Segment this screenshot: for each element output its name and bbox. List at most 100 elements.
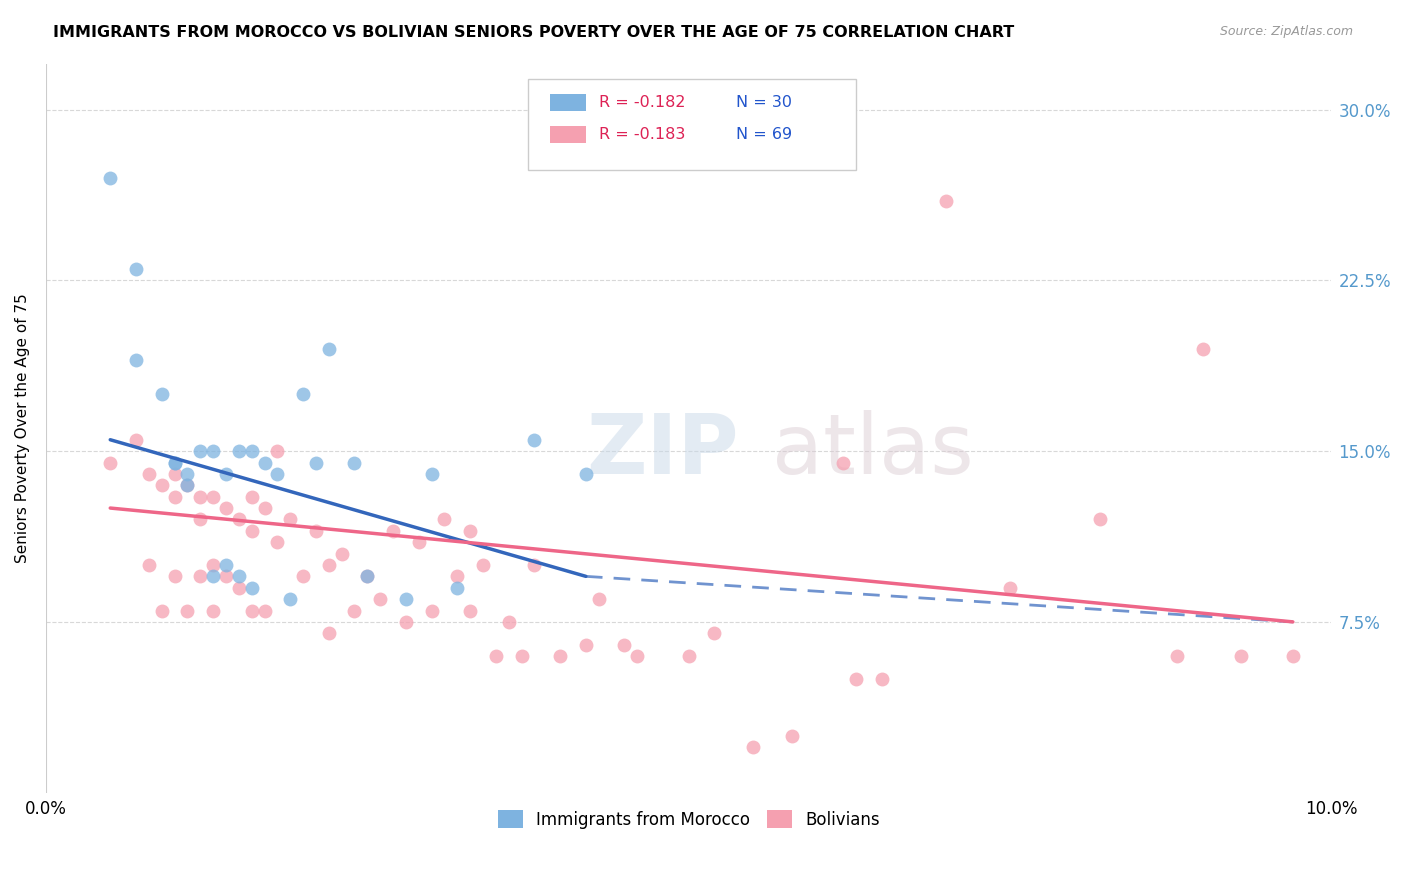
Point	[163, 490, 186, 504]
Point	[420, 467, 443, 481]
Point	[343, 456, 366, 470]
Point	[150, 603, 173, 617]
Point	[125, 353, 148, 368]
Point	[588, 592, 610, 607]
Point	[215, 569, 238, 583]
Point	[228, 581, 250, 595]
Point	[163, 456, 186, 470]
Text: R = -0.183: R = -0.183	[599, 128, 685, 142]
Point	[202, 558, 225, 572]
Point	[678, 648, 700, 663]
Point	[446, 569, 468, 583]
Point	[368, 592, 391, 607]
Point	[266, 444, 288, 458]
Point	[613, 638, 636, 652]
Point	[202, 603, 225, 617]
Point	[188, 512, 211, 526]
Point	[228, 444, 250, 458]
Point	[548, 648, 571, 663]
Point	[98, 170, 121, 185]
Point	[433, 512, 456, 526]
Point	[292, 387, 315, 401]
Point	[150, 387, 173, 401]
Point	[278, 592, 301, 607]
Point	[626, 648, 648, 663]
Point	[1192, 342, 1215, 356]
Point	[458, 524, 481, 538]
Point	[408, 535, 430, 549]
Point	[1166, 648, 1188, 663]
Point	[832, 456, 855, 470]
Point	[215, 467, 238, 481]
Point	[935, 194, 957, 208]
Point	[253, 456, 276, 470]
Point	[176, 478, 198, 492]
Point	[202, 569, 225, 583]
Point	[472, 558, 495, 572]
Point	[485, 648, 508, 663]
Point	[420, 603, 443, 617]
Point	[266, 467, 288, 481]
Point	[703, 626, 725, 640]
Text: atlas: atlas	[772, 409, 974, 491]
Point	[458, 603, 481, 617]
Point	[188, 490, 211, 504]
Point	[215, 501, 238, 516]
Point	[510, 648, 533, 663]
Point	[202, 444, 225, 458]
Point	[188, 444, 211, 458]
Point	[1230, 648, 1253, 663]
Point	[240, 490, 263, 504]
Point	[292, 569, 315, 583]
Text: IMMIGRANTS FROM MOROCCO VS BOLIVIAN SENIORS POVERTY OVER THE AGE OF 75 CORRELATI: IMMIGRANTS FROM MOROCCO VS BOLIVIAN SENI…	[53, 25, 1015, 40]
Point	[163, 569, 186, 583]
Point	[356, 569, 378, 583]
Text: N = 30: N = 30	[737, 95, 792, 111]
Point	[138, 467, 160, 481]
Point	[253, 501, 276, 516]
Point	[188, 569, 211, 583]
Y-axis label: Seniors Poverty Over the Age of 75: Seniors Poverty Over the Age of 75	[15, 293, 30, 563]
Point	[305, 456, 328, 470]
Point	[215, 558, 238, 572]
Point	[1088, 512, 1111, 526]
Point	[138, 558, 160, 572]
Point	[845, 672, 868, 686]
Text: R = -0.182: R = -0.182	[599, 95, 685, 111]
Point	[575, 467, 598, 481]
Point	[163, 456, 186, 470]
Point	[318, 626, 340, 640]
Point	[523, 558, 546, 572]
Point	[1282, 648, 1305, 663]
Point	[343, 603, 366, 617]
Point	[253, 603, 276, 617]
Point	[176, 478, 198, 492]
Point	[575, 638, 598, 652]
FancyBboxPatch shape	[529, 78, 856, 169]
Text: Source: ZipAtlas.com: Source: ZipAtlas.com	[1219, 25, 1353, 38]
Point	[382, 524, 405, 538]
Point	[395, 615, 418, 629]
Text: N = 69: N = 69	[737, 128, 793, 142]
Point	[98, 456, 121, 470]
Point	[356, 569, 378, 583]
Point	[150, 478, 173, 492]
Point	[395, 592, 418, 607]
Point	[228, 569, 250, 583]
Point	[176, 603, 198, 617]
FancyBboxPatch shape	[550, 126, 586, 144]
Point	[240, 603, 263, 617]
FancyBboxPatch shape	[550, 94, 586, 112]
Point	[446, 581, 468, 595]
Point	[330, 547, 353, 561]
Point	[523, 433, 546, 447]
Point	[780, 729, 803, 743]
Point	[305, 524, 328, 538]
Point	[278, 512, 301, 526]
Point	[998, 581, 1021, 595]
Point	[240, 581, 263, 595]
Point	[228, 512, 250, 526]
Point	[125, 433, 148, 447]
Point	[202, 490, 225, 504]
Point	[498, 615, 520, 629]
